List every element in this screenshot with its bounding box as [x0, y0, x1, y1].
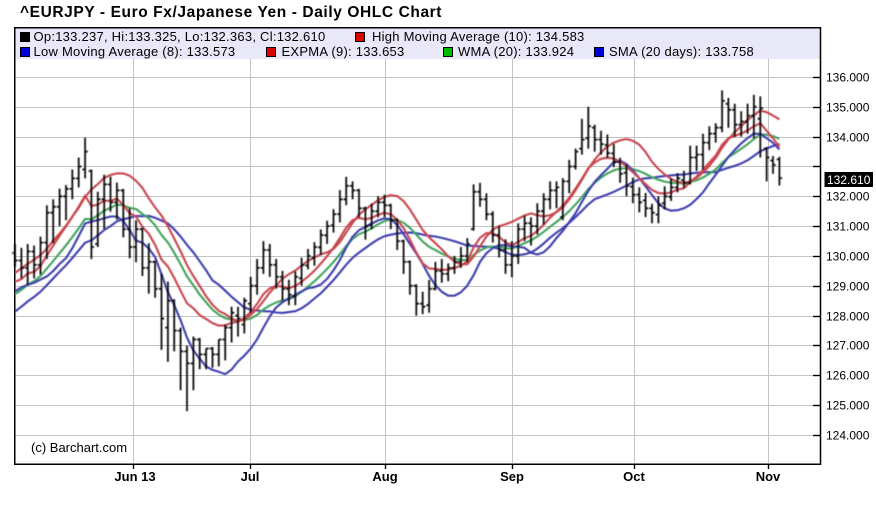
svg-text:(c) Barchart.com: (c) Barchart.com [31, 440, 127, 455]
svg-text:^EURJPY - Euro Fx/Japanese Yen: ^EURJPY - Euro Fx/Japanese Yen - Daily O… [20, 4, 442, 21]
svg-text:131.000: 131.000 [826, 220, 870, 234]
svg-text:Jul: Jul [241, 469, 260, 484]
svg-text:SMA (20 days): 133.758: SMA (20 days): 133.758 [609, 44, 754, 59]
svg-text:Aug: Aug [372, 469, 397, 484]
svg-text:126.000: 126.000 [826, 369, 870, 383]
svg-text:WMA (20): 133.924: WMA (20): 133.924 [458, 44, 574, 59]
svg-text:128.000: 128.000 [826, 310, 870, 324]
svg-text:EXPMA (9): 133.653: EXPMA (9): 133.653 [282, 44, 405, 59]
svg-text:Nov: Nov [756, 469, 781, 484]
svg-text:132.000: 132.000 [826, 190, 870, 204]
svg-text:High Moving Average (10): 134.: High Moving Average (10): 134.583 [372, 29, 585, 44]
svg-text:Low Moving Average (8): 133.57: Low Moving Average (8): 133.573 [34, 44, 236, 59]
svg-text:127.000: 127.000 [826, 339, 870, 353]
svg-text:134.000: 134.000 [826, 131, 870, 145]
svg-text:Oct: Oct [623, 469, 645, 484]
svg-text:129.000: 129.000 [826, 280, 870, 294]
svg-text:Sep: Sep [500, 469, 524, 484]
svg-text:Op:133.237, Hi:133.325, Lo:132: Op:133.237, Hi:133.325, Lo:132.363, Cl:1… [34, 29, 326, 44]
svg-text:125.000: 125.000 [826, 399, 870, 413]
svg-text:Jun 13: Jun 13 [114, 469, 155, 484]
svg-text:132.610: 132.610 [827, 173, 871, 187]
svg-text:135.000: 135.000 [826, 101, 870, 115]
svg-text:136.000: 136.000 [826, 71, 870, 85]
svg-text:130.000: 130.000 [826, 250, 870, 264]
svg-text:124.000: 124.000 [826, 429, 870, 443]
